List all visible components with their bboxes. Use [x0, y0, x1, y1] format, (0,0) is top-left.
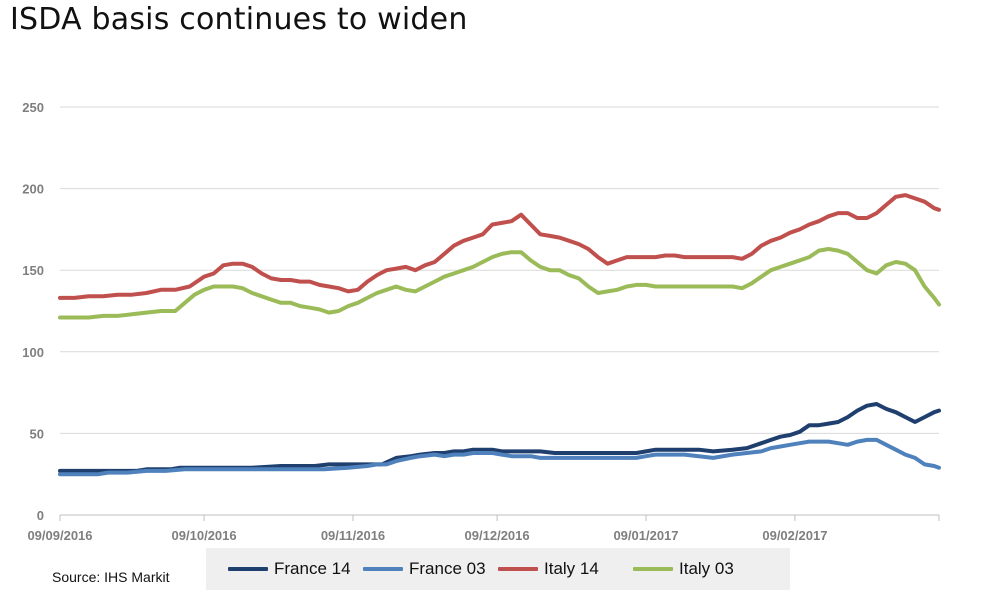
y-tick-label: 50: [30, 426, 44, 441]
series-line-italy-14: [58, 193, 941, 300]
legend-item: Italy 03: [633, 548, 734, 590]
x-tick-label: 09/10/2016: [172, 528, 237, 543]
x-tick-label: 09/01/2017: [613, 528, 678, 543]
series-line-italy-03: [58, 247, 941, 320]
x-tick-label: 09/02/2017: [762, 528, 827, 543]
legend: France 14 France 03 Italy 14 Italy 03: [206, 548, 790, 590]
series-line-france-14: [58, 402, 941, 473]
x-tick-label: 09/11/2016: [321, 528, 385, 543]
legend-swatch: [363, 567, 403, 571]
x-tick-label: 09/12/2016: [465, 528, 530, 543]
chart-title: ISDA basis continues to widen: [10, 2, 468, 37]
x-tick-label: 09/09/2016: [27, 528, 92, 543]
legend-label: Italy 14: [544, 559, 599, 578]
legend-item: France 03: [363, 548, 486, 590]
y-tick-label: 150: [22, 263, 44, 278]
legend-swatch: [228, 567, 268, 571]
x-axis: [59, 514, 940, 521]
series-lines: [58, 193, 941, 477]
y-tick-label: 250: [22, 100, 44, 115]
legend-swatch: [633, 567, 673, 571]
legend-swatch: [498, 567, 538, 571]
y-tick-label: 0: [37, 508, 44, 523]
y-tick-label: 200: [22, 182, 44, 197]
legend-item: France 14: [228, 548, 351, 590]
source-note: Source: IHS Markit: [52, 569, 170, 585]
y-tick-label: 100: [22, 345, 44, 360]
legend-label: Italy 03: [679, 559, 734, 578]
legend-label: France 03: [409, 559, 486, 578]
legend-label: France 14: [274, 559, 351, 578]
x-tick-labels: 09/09/2016 09/10/2016 09/11/2016 09/12/2016…: [27, 528, 827, 543]
y-tick-labels: 0 50 100 150 200 250: [22, 100, 44, 523]
legend-item: Italy 14: [498, 548, 599, 590]
series-line-france-03: [58, 437, 941, 477]
gridlines: [60, 106, 939, 434]
